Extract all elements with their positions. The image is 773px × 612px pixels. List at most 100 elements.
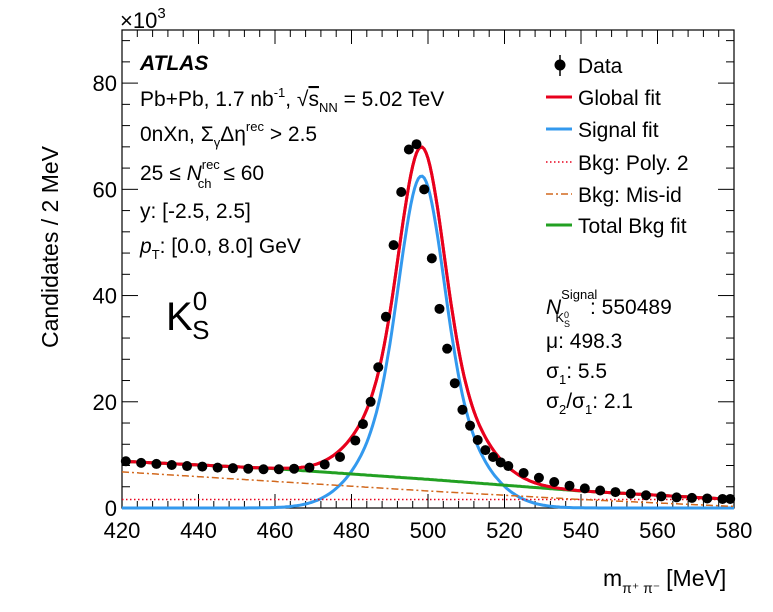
y-tick-label: 80: [93, 71, 117, 96]
y-tick-label: 40: [93, 284, 117, 309]
data-point: [388, 240, 399, 251]
legend-data-label: Data: [578, 55, 623, 78]
legend-signal-label: Signal fit: [578, 119, 659, 142]
data-point: [449, 378, 460, 389]
legend-item-data: Data: [554, 55, 623, 78]
series-bkg-mis-id: [121, 471, 735, 508]
plot-frame: [121, 29, 735, 509]
legend-item-global: Global fit: [546, 87, 661, 110]
stat-sigma1: σ1: 5.5: [546, 360, 607, 387]
data-point: [212, 462, 223, 473]
x-tick-label: 580: [716, 518, 753, 543]
data-point: [610, 487, 621, 498]
data-point: [319, 459, 330, 470]
info-system: Pb+Pb, 1.7 nb-1, √sNN = 5.02 TeV: [140, 85, 444, 115]
data-point: [273, 464, 284, 475]
data-point: [304, 462, 315, 473]
data-point: [243, 463, 254, 474]
info-gap-cut: 0nXn, ΣγΔηrec > 2.5: [140, 119, 317, 150]
y-tick-label: 0: [105, 496, 117, 521]
data-point: [472, 435, 483, 446]
data-points: [120, 139, 736, 504]
data-point: [136, 457, 147, 468]
data-point: [533, 472, 544, 483]
data-point: [335, 452, 346, 463]
legend-misid-label: Bkg: Mis-id: [578, 184, 682, 207]
legend-item-misid: Bkg: Mis-id: [546, 184, 682, 207]
data-point: [151, 458, 162, 469]
legend-data-marker: [554, 59, 566, 71]
x-tick-label: 480: [333, 518, 370, 543]
data-point: [227, 463, 238, 474]
data-point: [182, 461, 193, 472]
data-point: [380, 311, 391, 322]
legend-poly-label: Bkg: Poly. 2: [578, 152, 689, 175]
data-point: [686, 492, 697, 503]
stat-mu: μ: 498.3: [546, 330, 622, 353]
y-multiplier: ×103: [120, 5, 166, 33]
x-axis: 420 440 460 480 500 520 540 560 580: [104, 30, 753, 543]
data-point: [656, 491, 667, 502]
data-point: [625, 488, 636, 499]
y-axis-title: Candidates / 2 MeV: [37, 145, 63, 348]
data-point: [365, 396, 376, 407]
info-block: ATLAS Pb+Pb, 1.7 nb-1, √sNN = 5.02 TeV 0…: [139, 52, 444, 262]
particle-label: K0 S: [166, 286, 210, 345]
data-point: [549, 476, 560, 487]
x-tick-label: 420: [104, 518, 141, 543]
data-point: [258, 464, 269, 475]
data-point: [480, 445, 491, 456]
data-point: [350, 435, 361, 446]
legend-item-total: Total Bkg fit: [546, 215, 687, 238]
data-point: [411, 139, 422, 150]
data-point: [403, 144, 414, 155]
data-point: [465, 420, 476, 431]
info-multiplicity: 25 ≤ Nrec ch ≤ 60: [140, 157, 264, 191]
y-axis: 0 20 40 60 80: [93, 40, 734, 521]
data-point: [419, 184, 430, 195]
legend-global-label: Global fit: [578, 87, 661, 110]
stat-sigma-ratio: σ2/σ1: 2.1: [546, 390, 633, 417]
data-point: [373, 362, 384, 373]
data-point: [396, 186, 407, 197]
data-point: [595, 485, 606, 496]
data-point: [426, 253, 437, 264]
legend: Data Global fit Signal fit Bkg: Poly. 2 …: [546, 55, 689, 238]
legend-item-poly: Bkg: Poly. 2: [546, 152, 689, 175]
x-tick-label: 560: [639, 518, 676, 543]
info-pt: pT: [0.0, 8.0] GeV: [139, 235, 301, 262]
data-point: [702, 493, 713, 504]
data-point: [488, 452, 499, 463]
data-point: [434, 303, 445, 314]
data-point: [442, 343, 453, 354]
atlas-label: ATLAS: [139, 52, 208, 75]
x-tick-label: 500: [410, 518, 447, 543]
legend-total-label: Total Bkg fit: [578, 215, 687, 238]
data-point: [518, 467, 529, 478]
data-point: [725, 493, 736, 504]
y-tick-label: 60: [93, 177, 117, 202]
data-point: [495, 457, 506, 468]
fit-stats: NSignal K0 S: 550489 μ: 498.3 σ1: 5.5 σ2/σ…: [546, 287, 672, 417]
legend-item-signal: Signal fit: [546, 119, 659, 142]
x-tick-label: 520: [486, 518, 523, 543]
data-point: [564, 480, 575, 491]
data-point: [457, 404, 468, 415]
data-point: [717, 493, 728, 504]
x-tick-label: 460: [257, 518, 294, 543]
data-point: [120, 456, 131, 467]
data-point: [289, 463, 300, 474]
x-axis-title: mπ⁺ π⁻ [MeV]: [603, 565, 726, 596]
info-rapidity: y: [-2.5, 2.5]: [140, 200, 251, 223]
data-point: [671, 492, 682, 503]
data-point: [579, 483, 590, 494]
x-tick-label: 540: [563, 518, 600, 543]
stat-signal-yield: NSignal K0 S: 550489: [546, 287, 672, 329]
data-point: [641, 490, 652, 501]
data-point: [357, 419, 368, 430]
x-tick-label: 440: [180, 518, 217, 543]
data-point: [503, 461, 514, 472]
data-point: [197, 461, 208, 472]
data-point: [166, 459, 177, 470]
